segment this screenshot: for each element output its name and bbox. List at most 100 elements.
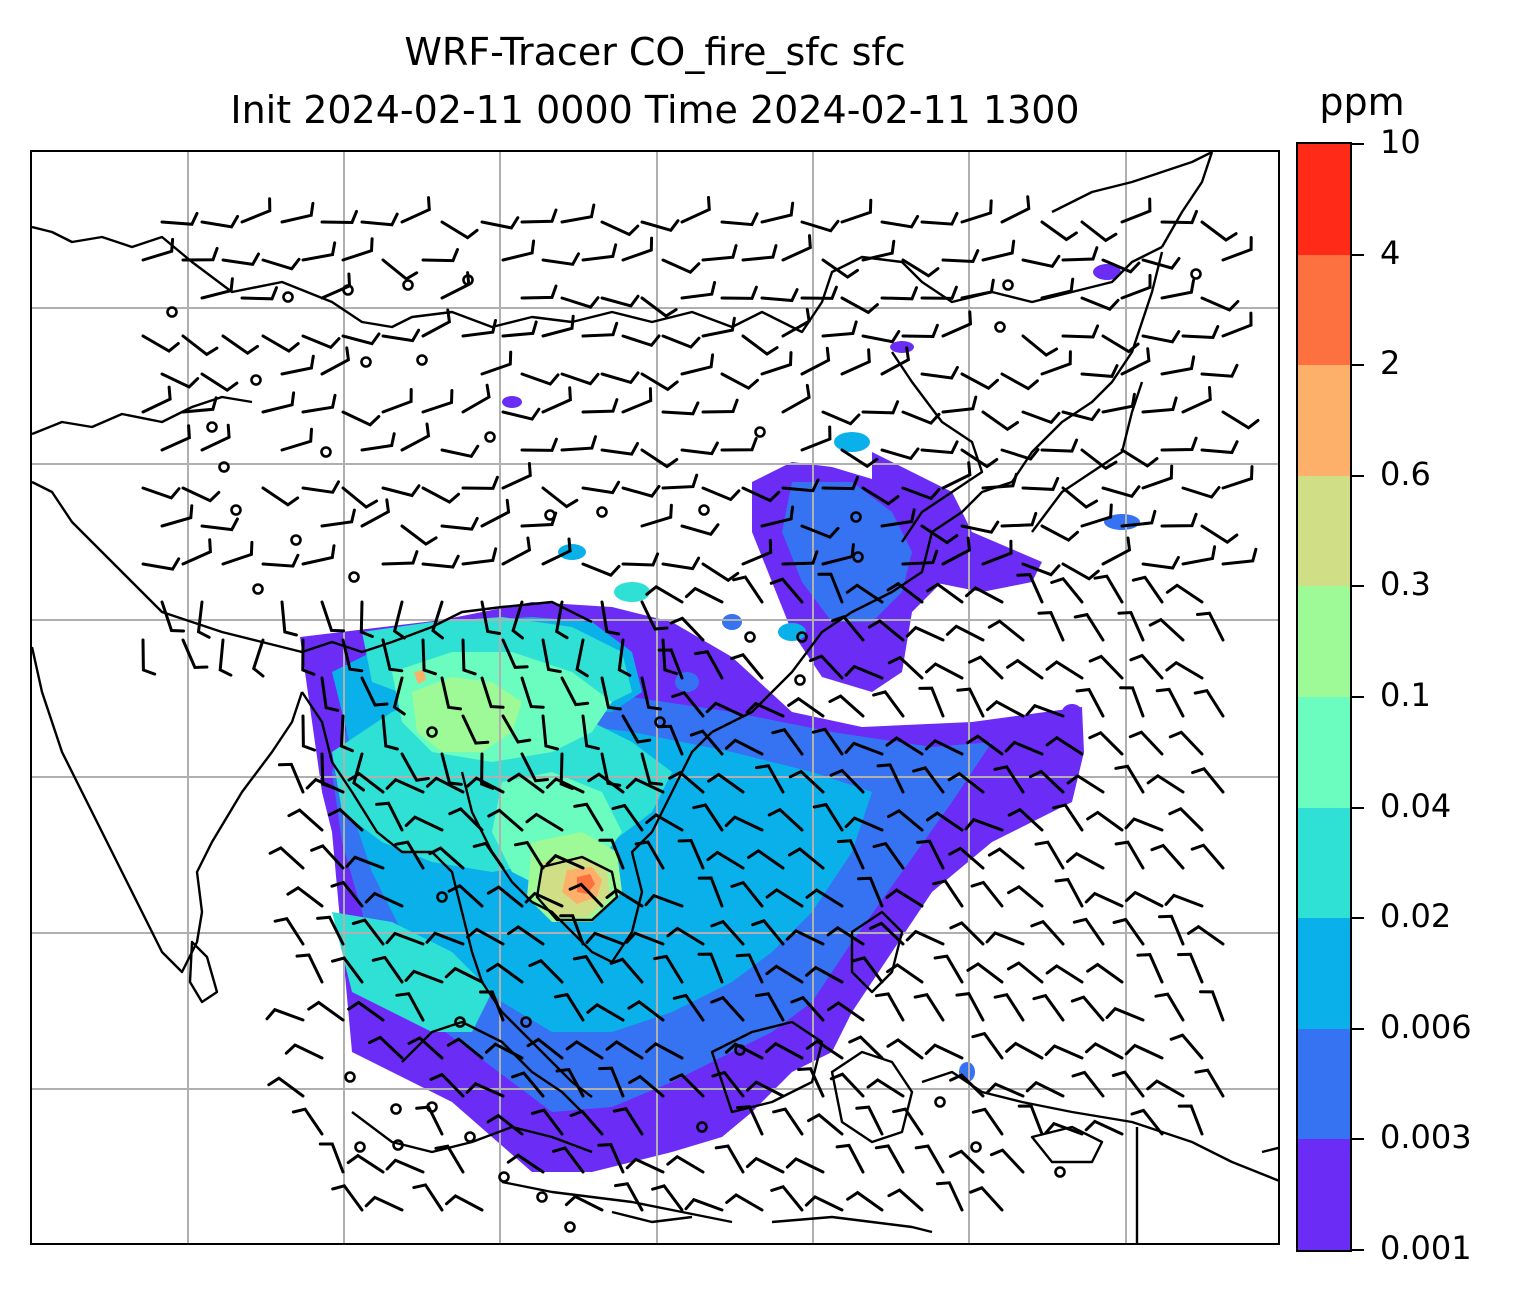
wind-barb [1080,448,1118,471]
wind-barb [513,840,545,870]
wind-barb [1044,1121,1084,1136]
wind-barb [657,724,684,756]
wind-barb [316,915,345,946]
wind-barb [597,1143,625,1174]
wind-barb [621,236,654,262]
wind-barb [876,763,905,794]
wind-barb [541,386,572,414]
wind-barb [555,1067,585,1098]
wind-barb [828,694,865,718]
wind-barb [735,953,764,984]
wind-barb [913,993,945,1022]
colorbar-tick [1352,806,1364,809]
wind-barb [461,714,490,745]
wind-barb [645,813,684,832]
wind-barb [886,1038,924,1060]
colorbar-tick-label: 4 [1380,233,1401,272]
wind-barb [1141,396,1178,414]
colorbar-tick [1352,364,1364,367]
tracer-patch [834,432,870,452]
wind-barb [341,237,374,262]
wind-barb [360,212,399,227]
wind-barb [661,334,701,349]
wind-barb [181,538,212,566]
wind-barb [981,410,1019,432]
wind-barb [989,1148,1025,1174]
wind-barb [511,600,524,640]
colorbar-segment [1298,585,1350,697]
calm-wind-marker [320,446,332,458]
wind-barb [1190,843,1225,870]
wind-barb [1073,612,1105,642]
wind-barb [711,1070,745,1098]
wind-barb [701,316,736,338]
wind-barb [669,616,705,642]
wind-barb [1030,919,1065,946]
colorbar-tick-label: 0.006 [1380,1007,1472,1046]
wind-barb [835,1143,865,1174]
wind-barb [1101,258,1141,274]
wind-barb [501,536,532,566]
wind-barb [725,1193,764,1212]
wind-barb [805,965,844,984]
wind-barb [920,365,959,380]
wind-barb [569,1109,604,1136]
wind-barb [141,486,181,500]
wind-barb [553,992,585,1022]
wind-barb [200,277,234,300]
wind-barb [541,537,572,566]
wind-barb [1160,278,1195,300]
coastlines [32,152,1278,1243]
wind-barb [1006,961,1044,984]
wind-barb [625,777,665,794]
calm-wind-marker [206,421,218,433]
wind-barb [267,1076,305,1098]
wind-barb [385,931,425,946]
calm-wind-marker [796,631,808,643]
wind-barb [466,927,505,946]
wind-barb [1006,658,1044,680]
wind-barb [310,844,345,870]
wind-barb [945,624,985,642]
wind-barb [598,838,625,870]
wind-barb [412,1183,444,1212]
wind-barb [901,323,939,339]
wind-barb [966,962,1004,984]
wind-barb [651,1184,684,1212]
wind-barb [1032,993,1065,1022]
wind-barb [1054,877,1084,908]
wind-barb [755,764,785,794]
wind-barb [1040,438,1079,453]
wind-barb [339,714,354,753]
wind-barb [196,600,211,639]
coastline-segment [611,1210,693,1224]
wind-barb [478,990,505,1022]
wind-barb [765,1041,804,1060]
wind-barb [280,427,313,452]
wind-barb [1016,573,1044,604]
wind-barb [400,752,430,782]
wind-barb [701,562,740,583]
wind-barb [1037,611,1065,642]
wind-barb [307,1000,345,1022]
wind-barb [434,1144,465,1174]
colorbar-tick [1352,1138,1364,1141]
wind-barb [901,258,940,278]
wind-barb [552,1146,585,1174]
wind-barb [767,807,804,832]
wind-barb [960,199,993,224]
wind-barb [444,966,484,984]
wind-barb [1169,1033,1204,1060]
wind-barb [218,638,233,677]
wind-barb [394,840,425,870]
wind-barb [867,619,905,642]
wind-barb [724,815,764,832]
wind-barb [760,288,799,303]
wind-barb [680,281,717,300]
wind-barb [318,1142,345,1174]
wind-barb [320,676,340,712]
wind-barb [861,400,900,415]
wind-barb [1120,197,1152,224]
wind-barb [905,625,945,642]
coastline-segment [401,1020,583,1113]
